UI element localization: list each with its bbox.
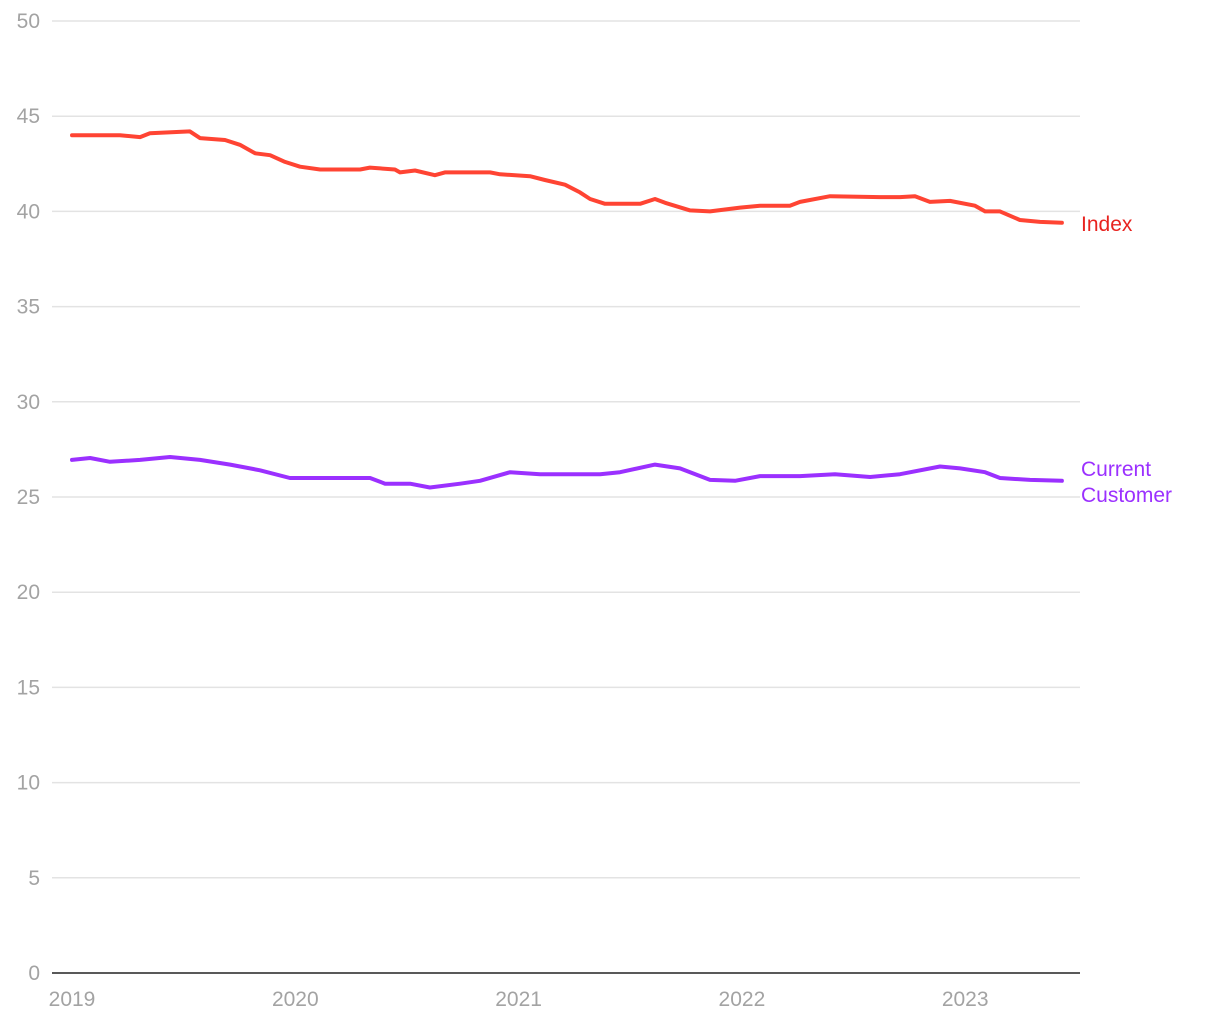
x-tick-label: 2021: [495, 988, 542, 1011]
x-tick-label: 2020: [272, 988, 319, 1011]
y-tick-label: 30: [17, 391, 40, 414]
y-tick-label: 5: [28, 867, 40, 890]
y-tick-label: 0: [28, 962, 40, 985]
series-line-index: [70, 129, 1064, 225]
y-tick-label: 10: [17, 772, 40, 795]
x-tick-label: 2022: [719, 988, 766, 1011]
y-axis-ticks: 0 5 10 15 20 25 30 35 40 45 50: [17, 10, 40, 985]
y-tick-label: 35: [17, 296, 40, 319]
y-tick-label: 50: [17, 10, 40, 33]
series-label: Index: [1081, 213, 1133, 236]
y-tick-label: 40: [17, 200, 40, 223]
gridlines: [52, 20, 1080, 879]
series-labels: Index Current Customer: [1081, 213, 1172, 507]
y-tick-label: 15: [17, 676, 40, 699]
x-axis-ticks: 2019 2020 2021 2022 2023: [49, 988, 989, 1011]
x-tick-label: 2023: [942, 988, 989, 1011]
x-tick-label: 2019: [49, 988, 96, 1011]
series-label: Current: [1081, 458, 1151, 481]
y-tick-label: 45: [17, 105, 40, 128]
series-label: Customer: [1081, 484, 1172, 507]
series-lines: [70, 129, 1064, 490]
y-tick-label: 25: [17, 486, 40, 509]
series-line-current-customer: [70, 455, 1064, 490]
y-tick-label: 20: [17, 581, 40, 604]
